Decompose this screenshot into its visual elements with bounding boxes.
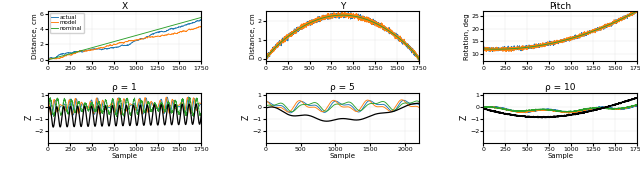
Title: Y: Y (340, 2, 345, 11)
nominal (141, 32, 149, 34)
actual (99, 48, 106, 50)
model (141, 37, 149, 39)
nominal (44, 59, 52, 61)
actual (196, 19, 204, 21)
nominal (83, 48, 91, 50)
Y-axis label: Distance, cm: Distance, cm (33, 13, 38, 59)
actual (44, 59, 52, 61)
nominal (111, 40, 118, 43)
actual (197, 19, 205, 21)
Y-axis label: Z: Z (242, 115, 251, 120)
Title: ρ = 1: ρ = 1 (112, 83, 137, 92)
model (99, 47, 106, 49)
Y-axis label: Rotation, deg: Rotation, deg (464, 13, 470, 60)
Y-axis label: Z: Z (24, 115, 33, 120)
X-axis label: Sample: Sample (111, 153, 138, 159)
actual (83, 49, 91, 51)
Title: ρ = 10: ρ = 10 (545, 83, 575, 92)
nominal (99, 44, 106, 46)
actual (51, 57, 58, 59)
Title: Pitch: Pitch (549, 2, 571, 11)
model (93, 48, 100, 50)
nominal (51, 57, 58, 59)
Line: actual: actual (48, 20, 201, 60)
model (51, 58, 58, 60)
actual (111, 46, 118, 48)
X-axis label: Sample: Sample (547, 153, 573, 159)
nominal (93, 45, 100, 47)
Legend: actual, model, nominal: actual, model, nominal (50, 13, 84, 33)
Title: X: X (122, 2, 128, 11)
Line: model: model (48, 26, 201, 60)
model (83, 50, 91, 52)
model (197, 25, 205, 27)
model (44, 59, 52, 61)
Title: ρ = 5: ρ = 5 (330, 83, 355, 92)
nominal (197, 16, 205, 19)
actual (141, 37, 149, 39)
model (111, 43, 118, 45)
actual (93, 48, 100, 50)
Line: nominal: nominal (48, 17, 201, 60)
Y-axis label: Z: Z (460, 115, 468, 120)
Y-axis label: Distance, cm: Distance, cm (250, 13, 256, 59)
X-axis label: Sample: Sample (330, 153, 355, 159)
